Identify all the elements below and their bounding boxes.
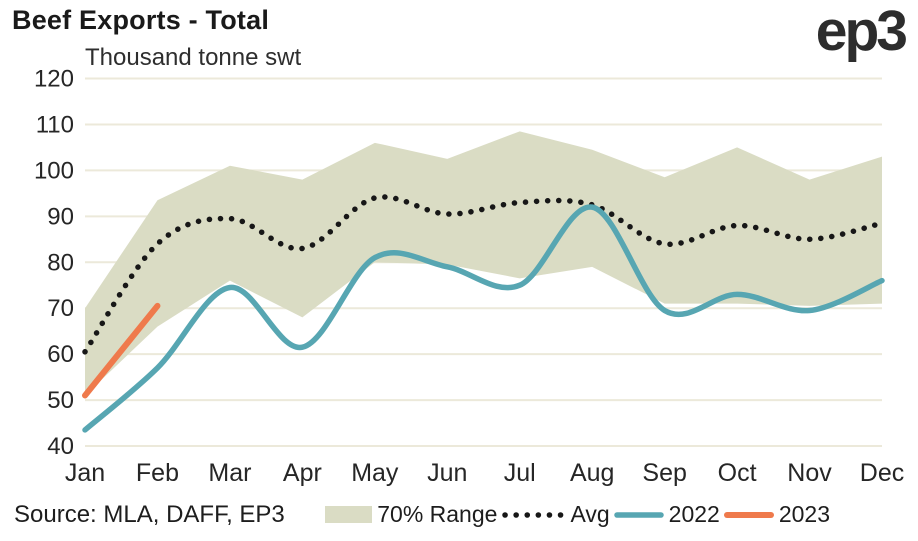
y-tick-label: 90 [47, 203, 74, 230]
page-title: Beef Exports - Total [12, 5, 270, 35]
x-tick-label: Jan [65, 459, 105, 487]
ep3-logo: ep3 [815, 0, 908, 63]
legend-label-2023: 2023 [778, 501, 830, 527]
y-tick-label: 70 [47, 295, 74, 322]
x-tick-label: Nov [787, 459, 832, 487]
x-tick-label: Apr [283, 459, 322, 487]
y-tick-label: 100 [34, 157, 74, 184]
y-tick-label: 50 [47, 387, 74, 414]
x-tick-label: May [351, 459, 399, 487]
x-tick-label: Dec [860, 459, 904, 487]
chart-footer: Source: MLA, DAFF, EP3 70% Range Avg 202… [0, 498, 918, 536]
line-2022-icon [613, 511, 664, 518]
x-tick-label: Jul [504, 459, 536, 487]
y-tick-label: 40 [47, 433, 74, 460]
x-tick-label: Oct [718, 459, 757, 487]
legend-label-2022: 2022 [668, 501, 720, 527]
source-note: Source: MLA, DAFF, EP3 [14, 501, 285, 528]
y-tick-label: 110 [36, 111, 74, 138]
line-2022 [82, 204, 885, 433]
line-2023-icon [723, 511, 774, 518]
legend-label-range: 70% Range [377, 501, 498, 527]
x-tick-label: Aug [570, 459, 614, 487]
x-tick-label: Jun [427, 459, 467, 487]
y-tick-label: 80 [47, 249, 74, 276]
x-tick-label: Sep [642, 459, 686, 487]
avg-dotted-icon [502, 511, 566, 518]
legend: 70% Range Avg 2022 2023 [325, 501, 834, 528]
range-band-icon [325, 506, 373, 523]
legend-label-avg: Avg [570, 501, 610, 527]
x-tick-label: Mar [208, 459, 251, 487]
line-2023 [82, 302, 161, 399]
y-tick-label: 60 [47, 341, 74, 368]
x-tick-label: Feb [136, 459, 179, 487]
line-chart: 40 50 60 70 80 90 100 110 120 Jan Feb Mar Apr May Jun J… [34, 66, 904, 488]
axis-unit-label: Thousand tonne swt [85, 44, 302, 71]
avg-line [82, 194, 885, 355]
y-tick-label: 120 [34, 66, 74, 93]
range-band-area [85, 131, 882, 396]
